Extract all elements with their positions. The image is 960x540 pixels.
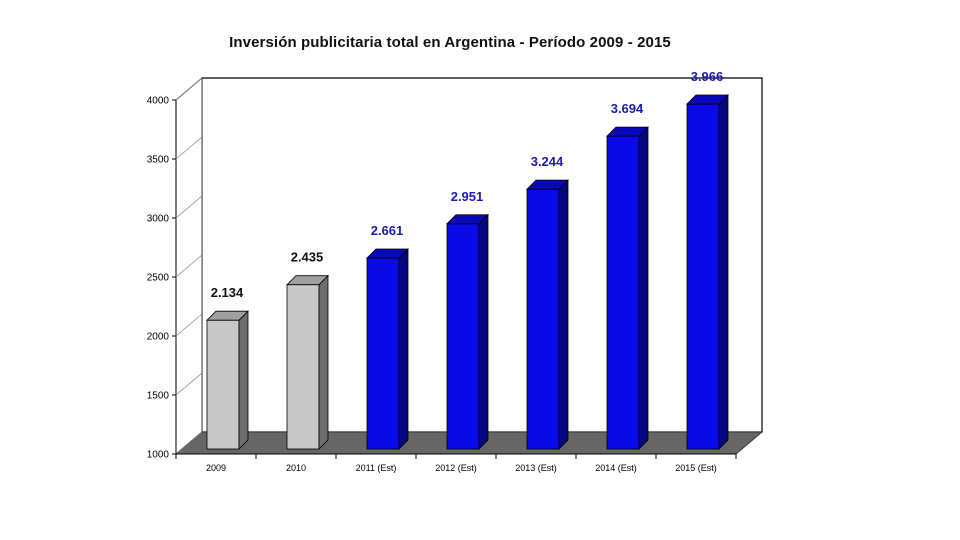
y-tick-depth [175, 77, 203, 101]
y-tick-label: 2500 [147, 273, 170, 284]
bar-top [366, 248, 409, 259]
x-tick-label: 2010 [286, 463, 306, 473]
y-tick-label: 3000 [147, 214, 170, 225]
x-tick-label: 2013 (Est) [515, 463, 557, 473]
bar-front [686, 103, 720, 450]
bar-top [526, 179, 569, 190]
bar-front [366, 257, 400, 450]
bar-front [606, 135, 640, 450]
y-tick-depth [175, 431, 203, 455]
bar-front [206, 319, 240, 450]
bar-top [206, 310, 249, 321]
bar-side [718, 94, 729, 450]
data-label: 3.244 [531, 154, 564, 169]
y-tick-depth [175, 136, 203, 160]
data-label: 2.134 [211, 285, 244, 300]
bar-top [686, 94, 729, 105]
data-label: 3.966 [691, 69, 724, 84]
y-tick-depth [175, 195, 203, 219]
data-label: 3.694 [611, 101, 644, 116]
bar-top [606, 126, 649, 137]
bar-side [238, 310, 249, 450]
y-tick-label: 4000 [147, 96, 170, 107]
bar-side [638, 126, 649, 450]
x-tick-label: 2014 (Est) [595, 463, 637, 473]
bar-top [446, 214, 489, 225]
bar-side [398, 248, 409, 450]
bar-side [558, 179, 569, 450]
bar-front [286, 284, 320, 450]
y-tick-depth [175, 254, 203, 278]
data-label: 2.951 [451, 189, 484, 204]
data-label: 2.661 [371, 223, 404, 238]
bar-side [478, 213, 489, 450]
x-tick-label: 2011 (Est) [356, 463, 397, 473]
bar-front [526, 188, 560, 450]
y-tick-label: 1500 [147, 391, 170, 402]
y-tick-label: 2000 [147, 332, 170, 343]
y-tick-label: 3500 [147, 155, 170, 166]
x-tick-label: 2009 [206, 463, 226, 473]
x-tick-label: 2015 (Est) [675, 463, 717, 473]
y-tick-depth [175, 313, 203, 337]
chart-title: Inversión publicitaria total en Argentin… [229, 34, 671, 51]
bar-front [446, 223, 480, 450]
y-tick-depth [175, 372, 203, 396]
y-tick-label: 1000 [147, 450, 170, 461]
bar-side [318, 274, 329, 450]
x-tick-label: 2012 (Est) [435, 463, 477, 473]
data-label: 2.435 [291, 250, 324, 265]
bar-top [286, 275, 329, 286]
